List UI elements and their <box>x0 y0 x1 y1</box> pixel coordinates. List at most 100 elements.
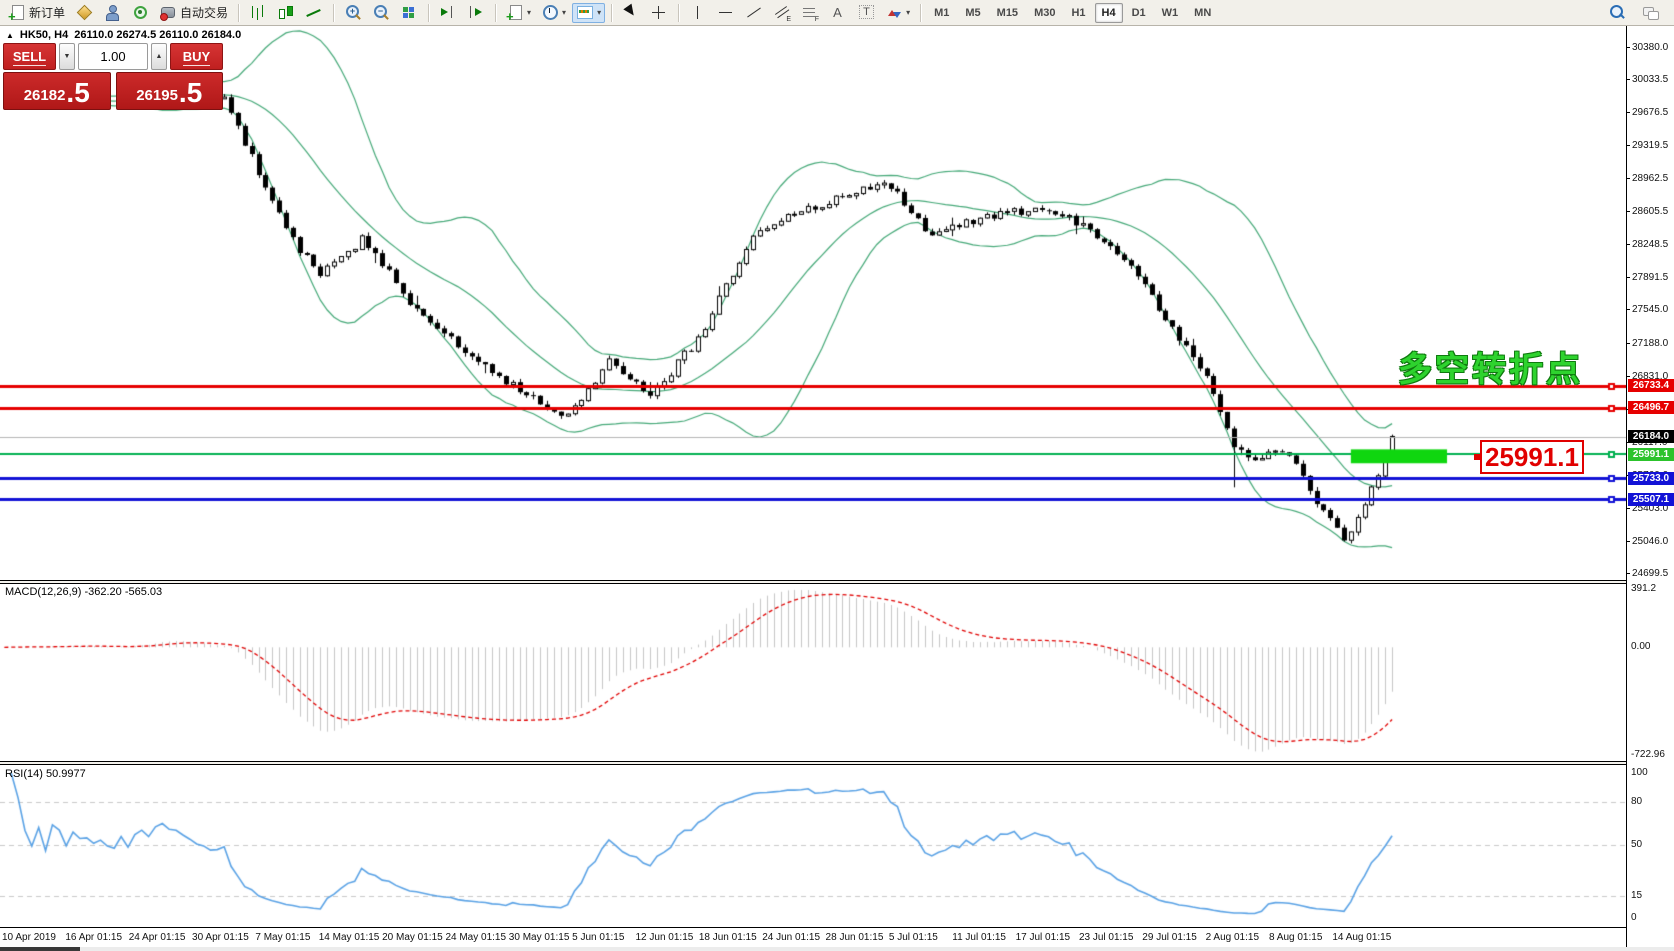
toolbar-button-channel[interactable] <box>769 3 795 23</box>
price-callout-box: 25991.1 <box>1474 440 1584 474</box>
price-axis-tick: 30033.5 <box>1626 74 1669 86</box>
toolbar-button-bars[interactable] <box>245 3 271 23</box>
toolbar-button-template[interactable]: ▾ <box>572 2 606 23</box>
clock-icon <box>541 4 559 21</box>
timeframe-h4[interactable]: H4 <box>1094 2 1123 23</box>
zoom-in-icon <box>344 4 362 21</box>
timeframe-m15[interactable]: M15 <box>996 6 1019 19</box>
timeframe-m1[interactable]: M1 <box>934 6 950 19</box>
tile-icon <box>400 4 418 21</box>
toolbar-button-label: 新订单 <box>29 6 66 20</box>
price-axis-tick: 28605.5 <box>1626 206 1669 218</box>
toolbar-separator <box>611 3 613 22</box>
panel-separator-main-macd[interactable] <box>0 580 1674 584</box>
timeframe-h1[interactable]: H1 <box>1071 6 1086 19</box>
toolbar-separator <box>678 3 680 22</box>
toolbar-button-text[interactable] <box>825 3 851 23</box>
macd-panel-canvas[interactable] <box>0 584 1626 761</box>
toolbar-button-autotrade[interactable]: 自动交易 <box>155 3 232 23</box>
toolbar-button-clock[interactable]: ▾ <box>537 3 570 23</box>
toolbar-button-shift-last[interactable] <box>435 3 461 23</box>
sell-button-label: SELL <box>12 49 47 66</box>
toolbar-button-search[interactable] <box>1604 3 1630 23</box>
buy-button-label: BUY <box>182 49 211 66</box>
toolbar-button-user[interactable] <box>99 3 125 23</box>
toolbar-button-line[interactable] <box>301 3 327 23</box>
volume-decrease-button[interactable]: ▼ <box>59 43 75 70</box>
toolbar-button-gold[interactable] <box>71 3 97 23</box>
panel-separator-macd-rsi[interactable] <box>0 761 1674 765</box>
volume-input[interactable] <box>78 43 148 70</box>
timeframe-m5[interactable]: M5 <box>965 6 981 19</box>
price-line-tag: 26733.4 <box>1628 379 1674 393</box>
price-line-tag: 25733.0 <box>1628 471 1674 485</box>
chevron-down-icon[interactable]: ▾ <box>597 8 602 17</box>
toolbar-button-label[interactable] <box>853 3 879 23</box>
toolbar-button-crosshair[interactable] <box>646 3 672 23</box>
scrollbar-thumb[interactable] <box>0 947 80 951</box>
date-axis-tick: 28 Jun 01:15 <box>825 932 884 943</box>
chart-symbol-period: HK50, H4 <box>19 29 69 41</box>
timeframe-m30[interactable]: M30 <box>1034 6 1056 19</box>
price-axis-tick: 25403.0 <box>1626 502 1669 514</box>
bars-icon <box>249 4 267 21</box>
toolbar-button-fibo[interactable] <box>797 3 823 23</box>
toolbar-button-shift-auto[interactable] <box>463 3 489 23</box>
sell-button[interactable]: SELL <box>3 43 56 70</box>
template-icon <box>576 4 594 21</box>
price-axis-tick: 27891.5 <box>1626 272 1669 284</box>
one-click-trading-panel: SELL ▼ ▲ BUY 26182 .5 26195 .5 <box>3 43 223 110</box>
toolbar-button-chat[interactable] <box>1638 3 1664 23</box>
rsi-panel-canvas[interactable] <box>0 765 1626 927</box>
chart-ohlc-values: 26110.0 26274.5 26110.0 26184.0 <box>74 29 242 41</box>
toolbar-button-zoom-out[interactable] <box>368 3 394 23</box>
price-axis-tick: 28248.5 <box>1626 239 1669 251</box>
macd-axis-tick: 0.00 <box>1631 641 1651 653</box>
toolbar-button-hline[interactable] <box>713 3 739 23</box>
main-price-chart-canvas[interactable] <box>0 26 1626 580</box>
toolbar-button-trendline[interactable] <box>741 3 767 23</box>
candles-icon <box>277 4 295 21</box>
horizontal-scrollbar <box>0 947 1674 951</box>
date-axis-tick: 2 Aug 01:15 <box>1205 932 1260 943</box>
timeframe-d1[interactable]: D1 <box>1131 6 1146 19</box>
chevron-down-icon[interactable]: ▾ <box>562 8 567 17</box>
date-axis-tick: 18 Jun 01:15 <box>698 932 757 943</box>
chat-icon <box>1642 4 1660 21</box>
toolbar-button-tile[interactable] <box>396 3 422 23</box>
signal-icon <box>131 4 149 21</box>
timeframe-w1[interactable]: W1 <box>1161 6 1179 19</box>
toolbar-button-vline[interactable] <box>685 3 711 23</box>
toolbar-button-signal[interactable] <box>127 3 153 23</box>
price-axis-tick: 25046.0 <box>1626 535 1669 547</box>
toolbar-button-indicators[interactable]: ▾ <box>502 3 535 24</box>
buy-price-display[interactable]: 26195 .5 <box>115 72 223 110</box>
fibo-icon <box>801 4 819 23</box>
toolbar-button-cursor[interactable] <box>618 3 644 23</box>
price-line-tag: 26496.7 <box>1628 401 1674 415</box>
shift-auto-icon <box>467 4 485 21</box>
sell-price-display[interactable]: 26182 .5 <box>3 72 111 110</box>
date-axis-tick: 14 Aug 01:15 <box>1332 932 1392 943</box>
gold-icon <box>75 4 93 21</box>
timeframe-mn[interactable]: MN <box>1194 6 1212 19</box>
macd-axis-tick: -722.96 <box>1631 749 1665 761</box>
price-axis-tick: 27545.0 <box>1626 304 1669 316</box>
turning-point-annotation: 多空转折点 <box>1398 351 1583 389</box>
toolbar-button-zoom-in[interactable] <box>340 3 366 23</box>
toolbar-button-arrows[interactable]: ▾ <box>881 3 914 23</box>
crosshair-icon <box>650 4 668 21</box>
chevron-down-icon[interactable]: ▾ <box>527 8 532 17</box>
toolbar-button-candles[interactable] <box>273 3 299 23</box>
chevron-down-icon[interactable]: ▾ <box>906 8 911 17</box>
user-icon <box>103 4 121 21</box>
one-click-collapse-arrow[interactable]: ▲ <box>6 30 14 40</box>
volume-increase-button[interactable]: ▲ <box>151 43 167 70</box>
buy-button[interactable]: BUY <box>170 43 223 70</box>
rsi-axis-tick: 15 <box>1631 890 1643 902</box>
toolbar-button-new-order[interactable]: 新订单 <box>4 3 69 24</box>
vline-icon <box>689 4 707 21</box>
sell-price-main: 26182 <box>23 87 66 104</box>
rsi-axis-tick: 100 <box>1631 766 1648 778</box>
